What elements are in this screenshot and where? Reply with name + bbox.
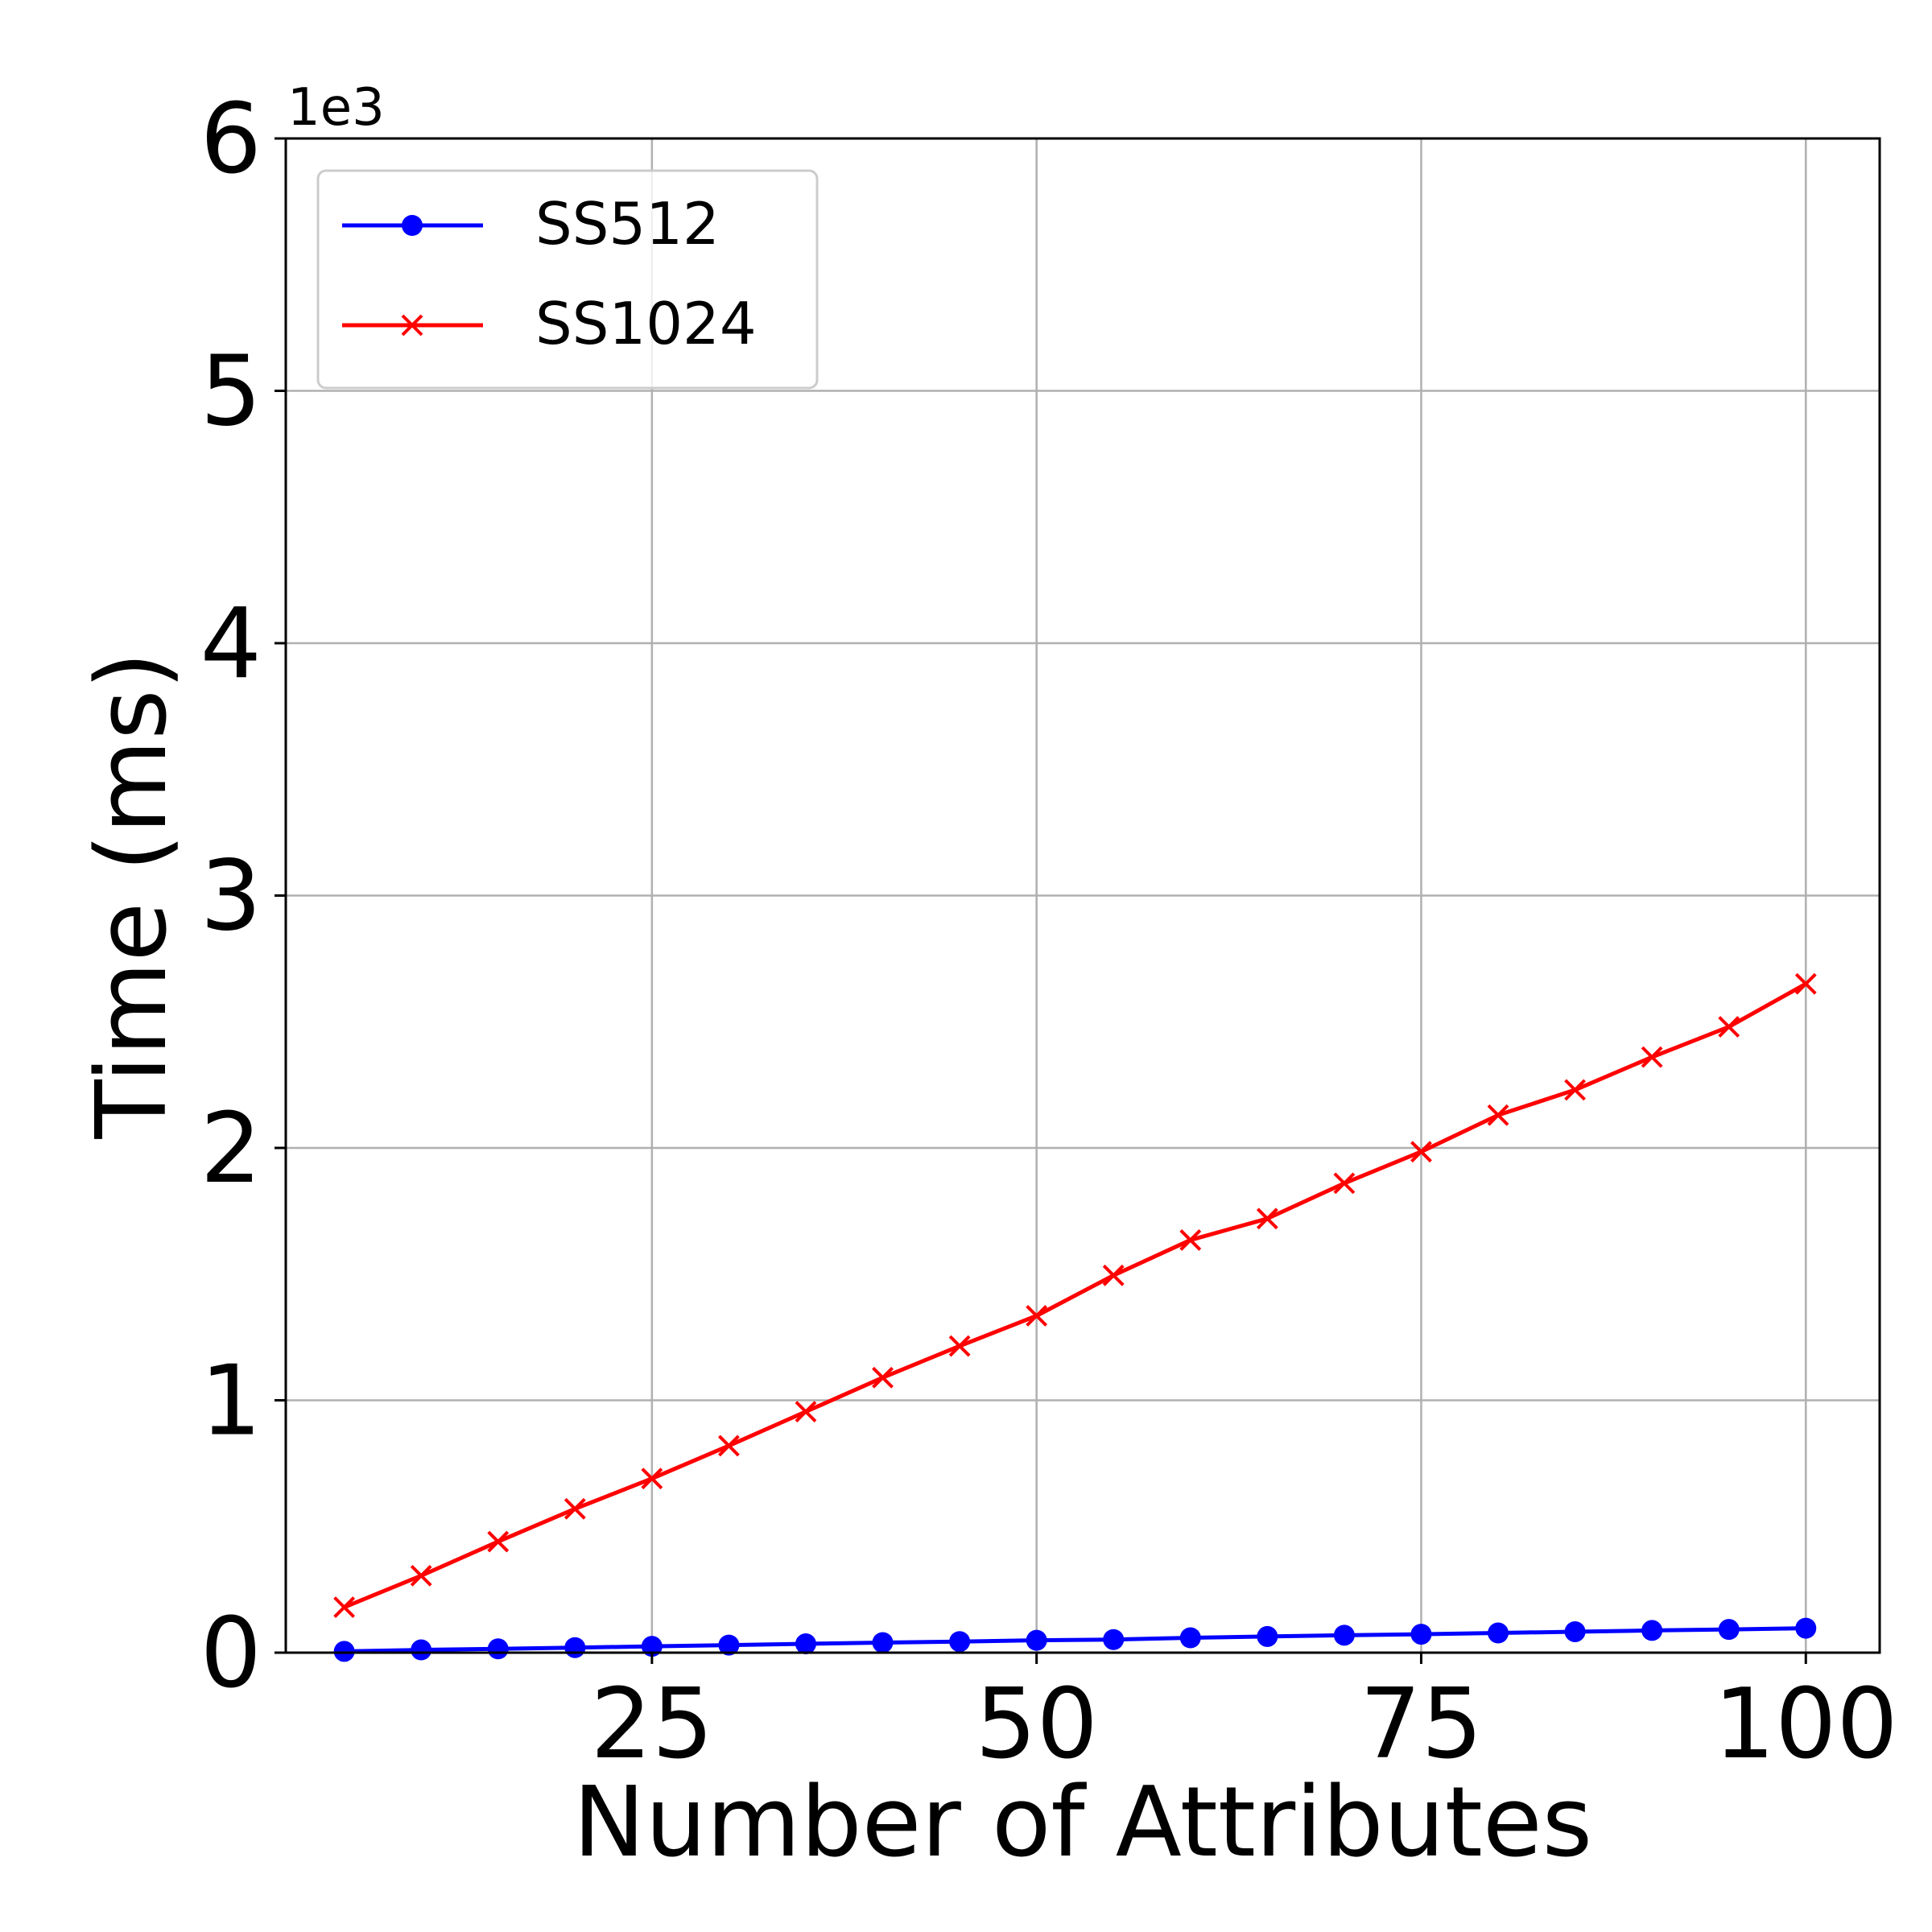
data-point-ss1024 bbox=[1026, 1305, 1048, 1327]
data-point-ss512 bbox=[1795, 1617, 1817, 1639]
data-point-ss1024 bbox=[872, 1366, 894, 1389]
data-point-ss512 bbox=[718, 1634, 740, 1656]
y-tick-label: 1 bbox=[200, 1346, 262, 1458]
data-point-ss512 bbox=[564, 1637, 586, 1658]
data-point-ss512 bbox=[487, 1638, 509, 1660]
data-point-ss1024 bbox=[333, 1596, 356, 1618]
y-tick-label: 3 bbox=[200, 841, 262, 953]
data-point-ss1024 bbox=[1641, 1046, 1663, 1068]
data-point-ss512 bbox=[1026, 1629, 1047, 1651]
x-axis-label: Number of Attributes bbox=[573, 1767, 1592, 1879]
data-point-ss512 bbox=[872, 1632, 894, 1653]
data-point-ss1024 bbox=[795, 1401, 817, 1423]
series-line-ss1024 bbox=[343, 982, 1807, 1609]
data-point-ss512 bbox=[1103, 1629, 1125, 1650]
data-point-ss1024 bbox=[1718, 1016, 1740, 1038]
data-point-ss1024 bbox=[564, 1497, 586, 1520]
data-point-ss512 bbox=[1564, 1620, 1586, 1642]
y-axis-label: Time (ms) bbox=[76, 652, 188, 1140]
x-tick-label: 100 bbox=[1714, 1669, 1898, 1781]
legend: SS512 SS1024 bbox=[316, 169, 819, 390]
data-point-ss512 bbox=[949, 1631, 971, 1653]
data-point-ss512 bbox=[1257, 1625, 1278, 1647]
y-offset-label: 1e3 bbox=[287, 78, 385, 138]
data-point-ss1024 bbox=[1179, 1229, 1202, 1251]
data-point-ss1024 bbox=[1794, 972, 1817, 995]
data-point-ss512 bbox=[1718, 1619, 1740, 1641]
data-point-ss1024 bbox=[1102, 1264, 1125, 1286]
data-point-ss512 bbox=[795, 1633, 816, 1655]
y-tick-label: 5 bbox=[200, 336, 262, 448]
axes: 25 50 75 100 0 1 2 3 4 5 6 bbox=[200, 84, 1898, 1781]
data-point-ss1024 bbox=[948, 1335, 971, 1357]
data-point-ss1024 bbox=[1487, 1104, 1509, 1126]
data-point-ss1024 bbox=[410, 1564, 432, 1587]
y-tick-label: 6 bbox=[200, 84, 262, 196]
data-point-ss1024 bbox=[487, 1530, 510, 1553]
data-point-ss1024 bbox=[1333, 1172, 1356, 1195]
data-point-ss1024 bbox=[641, 1468, 663, 1490]
y-tick-label: 2 bbox=[200, 1093, 262, 1205]
data-point-ss512 bbox=[411, 1639, 432, 1661]
x-tick-label: 75 bbox=[1360, 1669, 1483, 1781]
data-point-ss512 bbox=[1333, 1624, 1355, 1646]
legend-label-ss1024: SS1024 bbox=[535, 290, 757, 357]
legend-label-ss512: SS512 bbox=[535, 190, 720, 258]
data-point-ss1024 bbox=[1256, 1208, 1278, 1230]
data-point-ss512 bbox=[1488, 1622, 1509, 1644]
legend-marker-ss512 bbox=[402, 215, 423, 236]
data-point-ss512 bbox=[1641, 1620, 1663, 1641]
legend-marker-ss1024 bbox=[401, 314, 423, 336]
data-point-ss512 bbox=[1410, 1624, 1432, 1645]
data-point-ss1024 bbox=[718, 1435, 740, 1457]
data-point-ss512 bbox=[1179, 1627, 1201, 1649]
x-tick-label: 50 bbox=[975, 1669, 1098, 1781]
x-tick-label: 25 bbox=[591, 1669, 714, 1781]
series-line-ss512 bbox=[344, 1626, 1806, 1653]
y-tick-label: 0 bbox=[200, 1598, 262, 1710]
data-point-ss1024 bbox=[1564, 1079, 1586, 1101]
data-point-ss1024 bbox=[1410, 1141, 1432, 1163]
data-point-ss512 bbox=[333, 1641, 355, 1662]
y-tick-label: 4 bbox=[200, 588, 262, 700]
